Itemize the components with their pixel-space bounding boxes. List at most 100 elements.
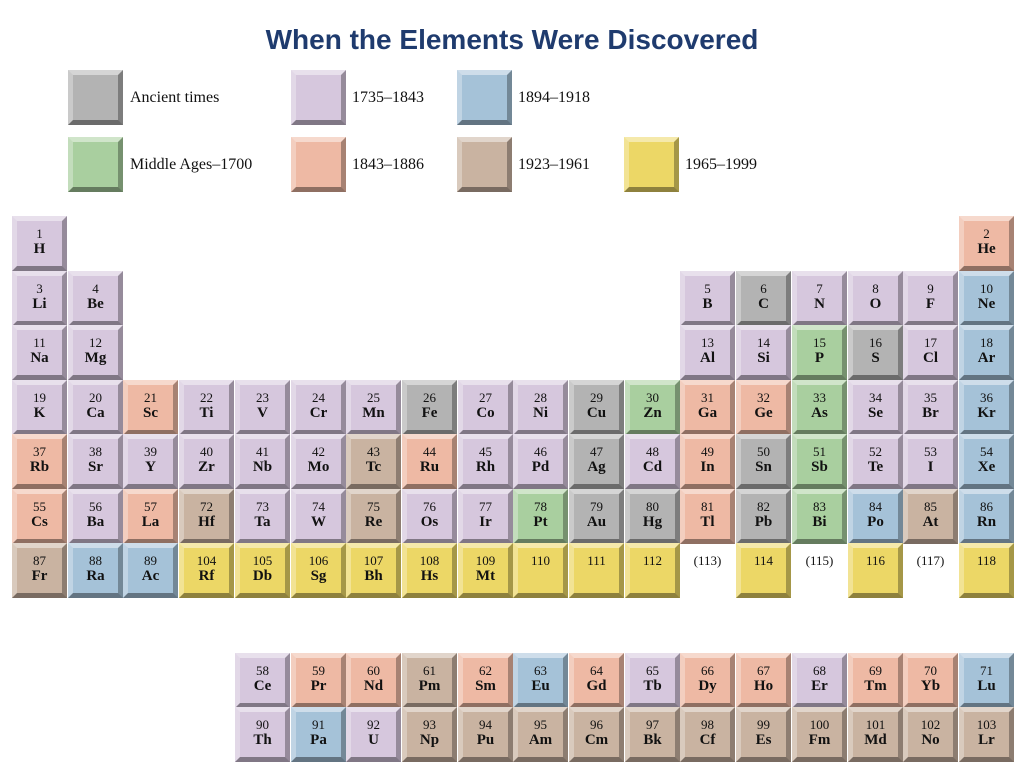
element-cs: 55 Cs bbox=[12, 489, 67, 544]
atomic-number: 94 bbox=[479, 717, 492, 732]
legend-label-p1843: 1843–1886 bbox=[352, 156, 424, 173]
element-np: 93 Np bbox=[402, 707, 457, 762]
element-symbol: Na bbox=[30, 350, 49, 366]
element-symbol: C bbox=[758, 296, 769, 312]
element-as: 33 As bbox=[792, 380, 847, 435]
element-mt: 109 Mt bbox=[458, 543, 513, 598]
element-ru: 44 Ru bbox=[402, 434, 457, 489]
element-mg: 12 Mg bbox=[68, 325, 123, 380]
element-symbol: Rb bbox=[29, 459, 50, 475]
atomic-number: 81 bbox=[701, 499, 714, 514]
element-symbol: Bk bbox=[643, 732, 662, 748]
atomic-number: 84 bbox=[869, 499, 882, 514]
atomic-number: 49 bbox=[701, 444, 714, 459]
element-symbol: Ce bbox=[253, 678, 272, 694]
element-ge: 32 Ge bbox=[736, 380, 791, 435]
element-symbol: He bbox=[977, 241, 996, 257]
element-symbol: N bbox=[814, 296, 825, 312]
element-lr: 103 Lr bbox=[959, 707, 1014, 762]
element-symbol: Si bbox=[757, 350, 770, 366]
element-symbol: Ba bbox=[86, 514, 105, 530]
atomic-number: 55 bbox=[33, 499, 46, 514]
element-be: 4 Be bbox=[68, 271, 123, 326]
element-pr: 59 Pr bbox=[291, 653, 346, 708]
element-symbol: Au bbox=[586, 514, 607, 530]
atomic-number: 96 bbox=[590, 717, 603, 732]
atomic-number: 64 bbox=[590, 663, 603, 678]
atomic-number: 101 bbox=[865, 717, 886, 732]
atomic-number: (117) bbox=[916, 553, 945, 568]
atomic-number: 46 bbox=[534, 444, 547, 459]
atomic-number: 45 bbox=[479, 444, 492, 459]
element-symbol: Ra bbox=[86, 568, 105, 584]
atomic-number: 85 bbox=[924, 499, 937, 514]
atomic-number: 58 bbox=[256, 663, 269, 678]
element-symbol: Tb bbox=[643, 678, 662, 694]
element-110: 110 bbox=[513, 543, 568, 598]
element-symbol: B bbox=[702, 296, 713, 312]
element-symbol: Tm bbox=[864, 678, 887, 694]
element-sm: 62 Sm bbox=[458, 653, 513, 708]
atomic-number: 3 bbox=[36, 281, 43, 296]
element-symbol: I bbox=[927, 459, 934, 475]
element-fm: 100 Fm bbox=[792, 707, 847, 762]
element-p: 15 P bbox=[792, 325, 847, 380]
element-symbol: Ge bbox=[754, 405, 773, 421]
element-111: 111 bbox=[569, 543, 624, 598]
atomic-number: 35 bbox=[924, 390, 937, 405]
legend-swatch-middle bbox=[68, 137, 123, 192]
element-ca: 20 Ca bbox=[68, 380, 123, 435]
element-symbol: Mg bbox=[84, 350, 107, 366]
atomic-number: 110 bbox=[530, 553, 551, 568]
atomic-number: 56 bbox=[89, 499, 102, 514]
element-symbol: Ac bbox=[141, 568, 160, 584]
atomic-number: 93 bbox=[423, 717, 436, 732]
atomic-number: 73 bbox=[256, 499, 269, 514]
element-mn: 25 Mn bbox=[346, 380, 401, 435]
element-symbol: Nb bbox=[252, 459, 273, 475]
atomic-number: 103 bbox=[976, 717, 997, 732]
element-ti: 22 Ti bbox=[179, 380, 234, 435]
atomic-number: 71 bbox=[980, 663, 993, 678]
element-cm: 96 Cm bbox=[569, 707, 624, 762]
element-symbol: Pt bbox=[533, 514, 548, 530]
element-symbol: Rn bbox=[976, 514, 997, 530]
atomic-number: 48 bbox=[646, 444, 659, 459]
element-tc: 43 Tc bbox=[346, 434, 401, 489]
element-ag: 47 Ag bbox=[569, 434, 624, 489]
element-y: 39 Y bbox=[123, 434, 178, 489]
element-symbol: Ag bbox=[587, 459, 606, 475]
atomic-number: 102 bbox=[920, 717, 941, 732]
legend-label-middle: Middle Ages–1700 bbox=[130, 156, 253, 173]
element-112: 112 bbox=[625, 543, 680, 598]
element-symbol: P bbox=[814, 350, 825, 366]
element-symbol: Zr bbox=[198, 459, 215, 475]
element-symbol: Pu bbox=[476, 732, 495, 748]
element-symbol: Ga bbox=[697, 405, 718, 421]
element-tb: 65 Tb bbox=[625, 653, 680, 708]
atomic-number: 95 bbox=[534, 717, 547, 732]
element-re: 75 Re bbox=[346, 489, 401, 544]
element-u: 92 U bbox=[346, 707, 401, 762]
element-gd: 64 Gd bbox=[569, 653, 624, 708]
element-he: 2 He bbox=[959, 216, 1014, 271]
element-pt: 78 Pt bbox=[513, 489, 568, 544]
atomic-number: 11 bbox=[33, 335, 46, 350]
element-117: (117) bbox=[903, 543, 958, 598]
atomic-number: 53 bbox=[924, 444, 937, 459]
element-i: 53 I bbox=[903, 434, 958, 489]
element-tm: 69 Tm bbox=[848, 653, 903, 708]
atomic-number: 68 bbox=[813, 663, 826, 678]
element-er: 68 Er bbox=[792, 653, 847, 708]
element-pm: 61 Pm bbox=[402, 653, 457, 708]
element-lu: 71 Lu bbox=[959, 653, 1014, 708]
legend-swatch-p1735 bbox=[291, 70, 346, 125]
atomic-number: 7 bbox=[816, 281, 823, 296]
element-cf: 98 Cf bbox=[680, 707, 735, 762]
atomic-number: (115) bbox=[805, 553, 834, 568]
element-sc: 21 Sc bbox=[123, 380, 178, 435]
element-fe: 26 Fe bbox=[402, 380, 457, 435]
element-symbol: F bbox=[925, 296, 936, 312]
